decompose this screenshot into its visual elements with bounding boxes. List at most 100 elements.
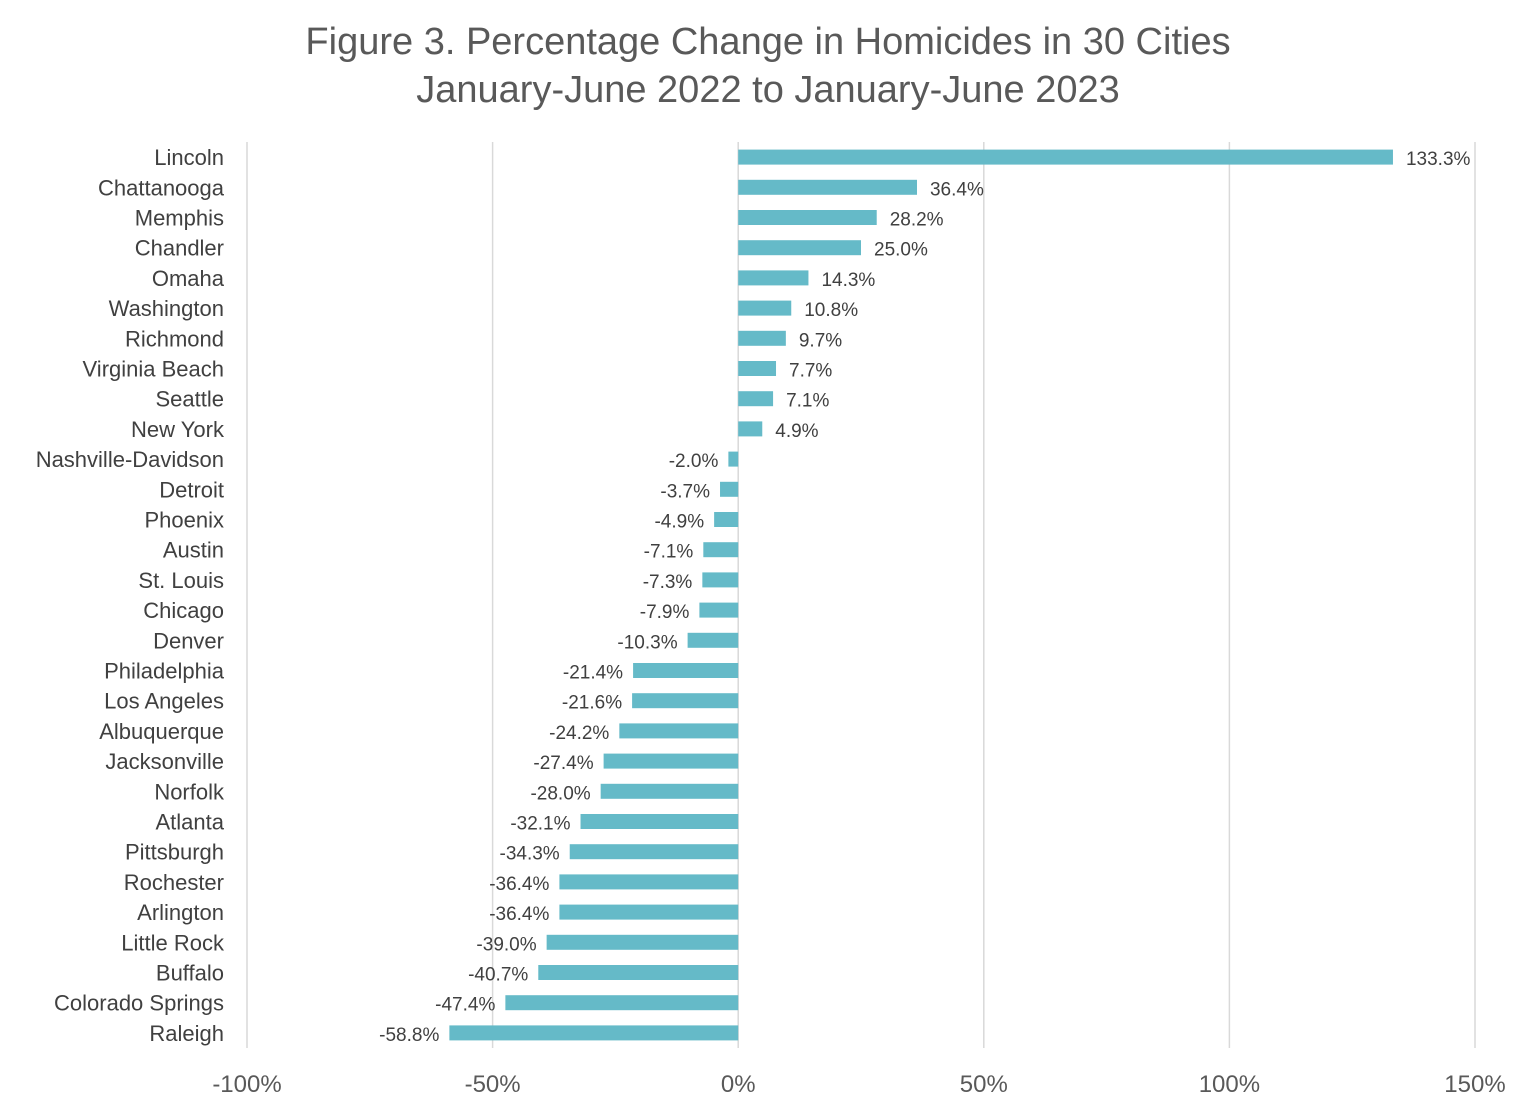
chart-title: Figure 3. Percentage Change in Homicides… [0, 18, 1536, 114]
data-label: -21.4% [563, 663, 623, 684]
category-label: Norfolk [154, 779, 225, 804]
category-label: New York [131, 417, 225, 442]
data-label: 4.9% [775, 421, 818, 442]
category-label: Nashville-Davidson [36, 447, 224, 472]
bar [702, 572, 739, 588]
data-label: -39.0% [476, 934, 536, 955]
bar [720, 481, 739, 497]
data-label: -27.4% [533, 753, 593, 774]
category-label: Rochester [124, 870, 224, 895]
bar [738, 240, 861, 256]
category-label: Memphis [135, 206, 224, 231]
data-label: -7.9% [640, 602, 690, 623]
data-label: 36.4% [930, 179, 984, 200]
category-label: St. Louis [138, 568, 224, 593]
data-label: -36.4% [489, 874, 549, 895]
category-label: Phoenix [144, 508, 224, 533]
category-label: Chicago [143, 598, 224, 623]
bar [633, 663, 739, 678]
data-label: -34.3% [500, 844, 560, 865]
x-tick-label: -100% [212, 1071, 281, 1098]
x-tick-label: -50% [465, 1071, 521, 1098]
bar [738, 421, 763, 437]
category-label: Little Rock [121, 930, 225, 955]
category-label: Philadelphia [104, 659, 225, 684]
category-label: Buffalo [156, 961, 224, 986]
category-label: Chandler [135, 236, 224, 261]
category-label: Austin [163, 538, 224, 563]
bar [728, 451, 739, 467]
data-label: 7.1% [786, 391, 829, 412]
data-label: 10.8% [804, 300, 858, 321]
bar [559, 904, 739, 920]
category-label: Washington [109, 296, 224, 321]
category-label: Seattle [156, 387, 225, 412]
bar [703, 542, 739, 558]
data-label: -32.1% [510, 814, 570, 835]
x-tick-label: 100% [1199, 1071, 1260, 1098]
data-label: 25.0% [874, 240, 928, 261]
bar [699, 602, 739, 618]
category-label: Lincoln [154, 145, 224, 170]
category-label: Atlanta [156, 810, 225, 835]
data-label: -36.4% [489, 904, 549, 925]
category-label: Colorado Springs [54, 991, 224, 1016]
bar [738, 210, 877, 225]
data-label: 133.3% [1406, 149, 1471, 170]
bar [619, 723, 739, 739]
data-label: 14.3% [821, 270, 875, 291]
x-tick-label: 50% [960, 1071, 1008, 1098]
bar [632, 693, 739, 709]
bar [738, 270, 809, 286]
x-tick-label: 0% [721, 1071, 756, 1098]
category-label: Pittsburgh [125, 840, 224, 865]
bar [569, 844, 739, 860]
data-label: -21.6% [562, 693, 622, 714]
category-label: Detroit [159, 477, 224, 502]
data-label: -28.0% [530, 783, 590, 804]
data-label: -7.1% [644, 542, 694, 563]
bar [559, 874, 739, 890]
bar [738, 149, 1393, 165]
category-label: Virginia Beach [83, 357, 224, 382]
bar [538, 965, 739, 980]
category-label: Omaha [152, 266, 225, 291]
x-tick-label: 150% [1444, 1071, 1505, 1098]
category-label: Los Angeles [104, 689, 224, 714]
data-label: 28.2% [890, 210, 944, 231]
bar [449, 1025, 739, 1041]
bar [505, 995, 739, 1011]
bar [738, 361, 777, 376]
bar [714, 512, 739, 527]
data-label: -4.9% [654, 512, 704, 533]
bar [603, 753, 739, 769]
category-label: Albuquerque [99, 719, 224, 744]
data-label: -7.3% [643, 572, 693, 593]
bar [738, 300, 792, 316]
bar [546, 934, 739, 950]
category-label: Jacksonville [105, 749, 224, 774]
data-label: 7.7% [789, 361, 832, 382]
chart-subtitle: January-June 2022 to January-June 2023 [416, 69, 1120, 111]
data-label: -3.7% [660, 481, 710, 502]
data-label: -47.4% [435, 995, 495, 1016]
category-label: Chattanooga [98, 175, 225, 200]
category-label: Arlington [137, 900, 224, 925]
data-label: -10.3% [617, 632, 677, 653]
bar [600, 783, 739, 799]
category-label: Raleigh [149, 1021, 224, 1046]
category-label: Richmond [125, 326, 224, 351]
data-label: -58.8% [379, 1025, 439, 1046]
bar [738, 179, 917, 195]
data-label: -2.0% [669, 451, 719, 472]
data-label: -40.7% [468, 965, 528, 986]
bar [687, 632, 739, 648]
category-label: Denver [153, 628, 224, 653]
bar [738, 391, 774, 407]
bar [738, 330, 786, 346]
chart-title-line1: Figure 3. Percentage Change in Homicides… [305, 21, 1231, 63]
bar [580, 814, 739, 829]
data-label: -24.2% [549, 723, 609, 744]
data-label: 9.7% [799, 330, 842, 351]
